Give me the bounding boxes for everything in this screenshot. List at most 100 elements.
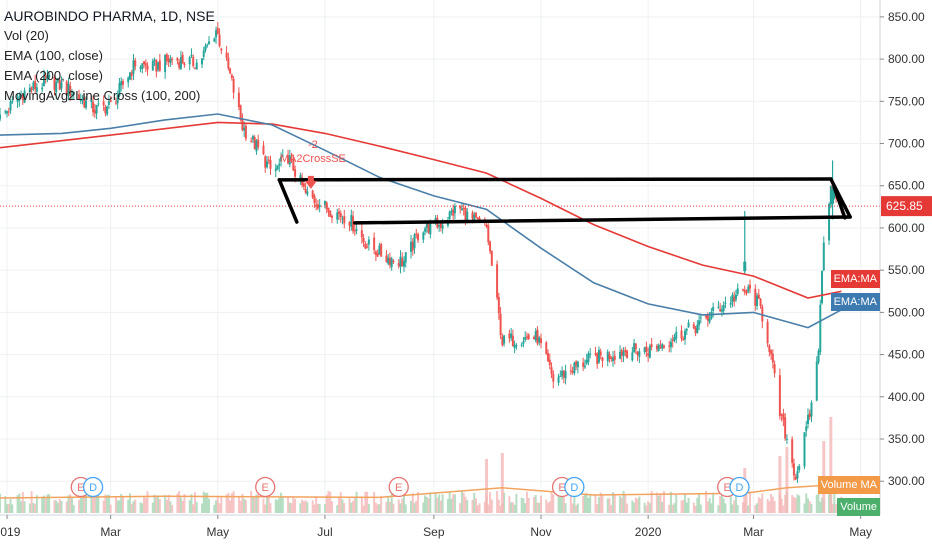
volume-bar: [287, 496, 290, 513]
dividend-marker-icon-5[interactable]: [564, 476, 585, 498]
candle-body: [589, 353, 592, 355]
candle-body: [114, 102, 117, 104]
candle-body: [780, 414, 783, 416]
volume-bar: [770, 494, 773, 513]
candle-body: [71, 94, 74, 96]
candle-body: [329, 210, 332, 217]
volume-bar: [55, 500, 58, 513]
candle-body: [462, 207, 465, 209]
earnings-marker-icon-2[interactable]: [255, 476, 276, 498]
volume-bar: [120, 494, 123, 513]
ema200-line: [0, 121, 842, 299]
volume-bar: [613, 494, 616, 513]
volume-bar: [4, 496, 7, 513]
volume-bar: [215, 500, 218, 513]
volume-bar: [130, 503, 133, 513]
candle-body: [464, 207, 467, 222]
volume-bar: [791, 495, 794, 513]
volume-bar: [510, 502, 513, 513]
volume-bar: [645, 505, 648, 513]
volume-bar: [53, 500, 56, 513]
pattern-lines[interactable]: [277, 177, 852, 225]
volume-bar: [183, 494, 186, 513]
candle-body: [705, 315, 708, 318]
volume-bar: [239, 500, 242, 513]
volume-bar: [515, 493, 518, 513]
candle-body: [547, 353, 550, 362]
legend-volume[interactable]: Vol (20): [4, 28, 49, 43]
dividend-marker-icon-7[interactable]: [729, 476, 750, 498]
candle-body: [471, 212, 474, 219]
volume-bar: [768, 501, 771, 513]
symbol-title[interactable]: AUROBINDO PHARMA, 1D, NSE: [4, 8, 215, 24]
candle-body: [815, 361, 818, 401]
candle-body: [388, 257, 391, 265]
candle-body: [422, 232, 425, 240]
candle-body: [21, 94, 24, 101]
candle-body: [121, 80, 124, 85]
volume-bar: [387, 497, 390, 513]
candle-body: [503, 335, 506, 344]
candle-body: [448, 211, 451, 220]
volume-bar: [819, 501, 822, 513]
x-tick-label-7: Mar: [743, 525, 764, 539]
volume-bar: [415, 500, 418, 513]
candle-body: [661, 344, 664, 349]
volume-bar: [612, 492, 615, 513]
volume-bar: [747, 505, 750, 513]
legend-ema-100[interactable]: EMA (100, close): [4, 48, 103, 63]
volume-bar: [155, 496, 158, 513]
candle-body: [583, 365, 586, 368]
volume-bar: [610, 505, 613, 513]
volume-bar: [536, 502, 539, 513]
volume-bar: [134, 499, 137, 513]
candle-body: [668, 345, 671, 347]
candle-body: [612, 357, 615, 362]
volume-bar: [250, 491, 253, 513]
candle-body: [734, 294, 737, 300]
volume-bar: [81, 497, 84, 513]
candle-body: [390, 258, 393, 268]
candle-body: [534, 331, 537, 341]
signal-name-label: MA2CrossSE: [280, 153, 346, 165]
volume-bar: [662, 491, 665, 513]
signal-value-label: -2: [308, 139, 318, 151]
candle-body: [243, 127, 246, 131]
volume-bar: [290, 503, 293, 513]
candle-body: [524, 337, 527, 340]
volume-bar: [782, 505, 785, 513]
volume-bar: [766, 498, 769, 513]
candle-body: [401, 258, 404, 267]
candle-body: [417, 233, 420, 241]
candle-body: [733, 296, 736, 302]
candle-body: [181, 54, 184, 64]
candle-body: [784, 417, 787, 439]
candle-body: [508, 333, 511, 339]
legend-ema-200[interactable]: EMA (200, close): [4, 68, 103, 83]
y-tick-label-3: 700.00: [888, 137, 925, 151]
volume-bar: [216, 495, 219, 513]
volume-bar: [306, 502, 309, 513]
candle-body: [48, 74, 51, 78]
candle-body: [116, 94, 119, 104]
candle-body: [179, 57, 182, 69]
volume-bar: [288, 502, 291, 513]
volume-bar: [330, 501, 333, 513]
volume-bar: [453, 494, 456, 513]
candle-body: [169, 58, 172, 63]
volume-bar: [139, 502, 142, 513]
earnings-marker-icon-3[interactable]: [388, 476, 409, 498]
volume-bar: [427, 498, 430, 513]
candle-body: [387, 257, 390, 264]
legend-ma-cross[interactable]: MovingAvg2Line Cross (100, 200): [4, 88, 201, 103]
x-tick-label-5: Nov: [530, 525, 551, 539]
pattern-line-0: [277, 177, 833, 182]
candle-body: [215, 30, 218, 38]
dividend-marker-icon-1[interactable]: [82, 476, 104, 498]
volume-bar: [269, 503, 272, 513]
candle-body: [424, 228, 427, 232]
x-tick-label-4: Sep: [423, 525, 445, 539]
candle-body: [44, 75, 47, 79]
